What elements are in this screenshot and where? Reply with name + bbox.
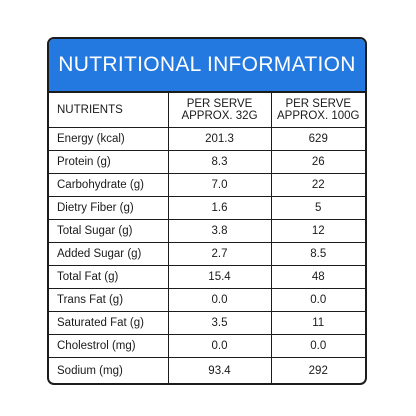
per-100-value: 5 xyxy=(271,196,365,220)
per-serve-value: 8.3 xyxy=(168,150,272,174)
table-row: Total Fat (g) 15.4 48 xyxy=(49,265,365,289)
per-100-value: 8.5 xyxy=(271,242,365,266)
per-100-value: 26 xyxy=(271,150,365,174)
header-per-serve: PER SERVE APPROX. 32G xyxy=(168,93,272,128)
per-serve-value: 1.6 xyxy=(168,196,272,220)
table-row: Added Sugar (g) 2.7 8.5 xyxy=(49,242,365,266)
per-serve-value: 0.0 xyxy=(168,288,272,312)
per-serve-value: 93.4 xyxy=(168,357,272,383)
table-row: Saturated Fat (g) 3.5 11 xyxy=(49,311,365,335)
header-nutrients: NUTRIENTS xyxy=(49,93,169,128)
table-row: Trans Fat (g) 0.0 0.0 xyxy=(49,288,365,312)
per-serve-value: 201.3 xyxy=(168,127,272,151)
nutrition-panel: NUTRITIONAL INFORMATION NUTRIENTS PER SE… xyxy=(47,37,367,385)
header-per-100-line2: APPROX. 100G xyxy=(277,109,360,122)
per-100-value: 12 xyxy=(271,219,365,243)
nutrient-name: Cholestrol (mg) xyxy=(49,334,169,358)
table-row: Dietry Fiber (g) 1.6 5 xyxy=(49,196,365,220)
per-serve-value: 15.4 xyxy=(168,265,272,289)
nutrient-name: Trans Fat (g) xyxy=(49,288,169,312)
header-per-100: PER SERVE APPROX. 100G xyxy=(271,93,365,128)
per-serve-value: 0.0 xyxy=(168,334,272,358)
per-100-value: 22 xyxy=(271,173,365,197)
nutrition-table: NUTRIENTS PER SERVE APPROX. 32G PER SERV… xyxy=(49,93,365,383)
table-row: Carbohydrate (g) 7.0 22 xyxy=(49,173,365,197)
per-100-value: 0.0 xyxy=(271,288,365,312)
panel-title: NUTRITIONAL INFORMATION xyxy=(49,39,365,93)
table-row: Sodium (mg) 93.4 292 xyxy=(49,357,365,383)
nutrient-name: Carbohydrate (g) xyxy=(49,173,169,197)
per-serve-value: 7.0 xyxy=(168,173,272,197)
nutrient-name: Energy (kcal) xyxy=(49,127,169,151)
table-row: Cholestrol (mg) 0.0 0.0 xyxy=(49,334,365,358)
table-row: Protein (g) 8.3 26 xyxy=(49,150,365,174)
nutrient-name: Sodium (mg) xyxy=(49,357,169,383)
table-row: Energy (kcal) 201.3 629 xyxy=(49,127,365,151)
table-header-row: NUTRIENTS PER SERVE APPROX. 32G PER SERV… xyxy=(49,93,365,128)
per-100-value: 0.0 xyxy=(271,334,365,358)
per-100-value: 11 xyxy=(271,311,365,335)
nutrient-name: Saturated Fat (g) xyxy=(49,311,169,335)
per-serve-value: 2.7 xyxy=(168,242,272,266)
header-per-100-line1: PER SERVE xyxy=(285,97,352,110)
per-serve-value: 3.8 xyxy=(168,219,272,243)
per-serve-value: 3.5 xyxy=(168,311,272,335)
table-row: Total Sugar (g) 3.8 12 xyxy=(49,219,365,243)
nutrient-name: Dietry Fiber (g) xyxy=(49,196,169,220)
per-100-value: 292 xyxy=(308,364,328,377)
nutrient-name: Total Sugar (g) xyxy=(49,219,169,243)
per-100-value: 629 xyxy=(271,127,365,151)
header-per-serve-line2: APPROX. 32G xyxy=(181,109,258,122)
nutrient-name: Total Fat (g) xyxy=(49,265,169,289)
nutrient-name: Added Sugar (g) xyxy=(49,242,169,266)
nutrient-name: Protein (g) xyxy=(49,150,169,174)
per-100-value: 48 xyxy=(271,265,365,289)
header-per-serve-line1: PER SERVE xyxy=(186,97,253,110)
